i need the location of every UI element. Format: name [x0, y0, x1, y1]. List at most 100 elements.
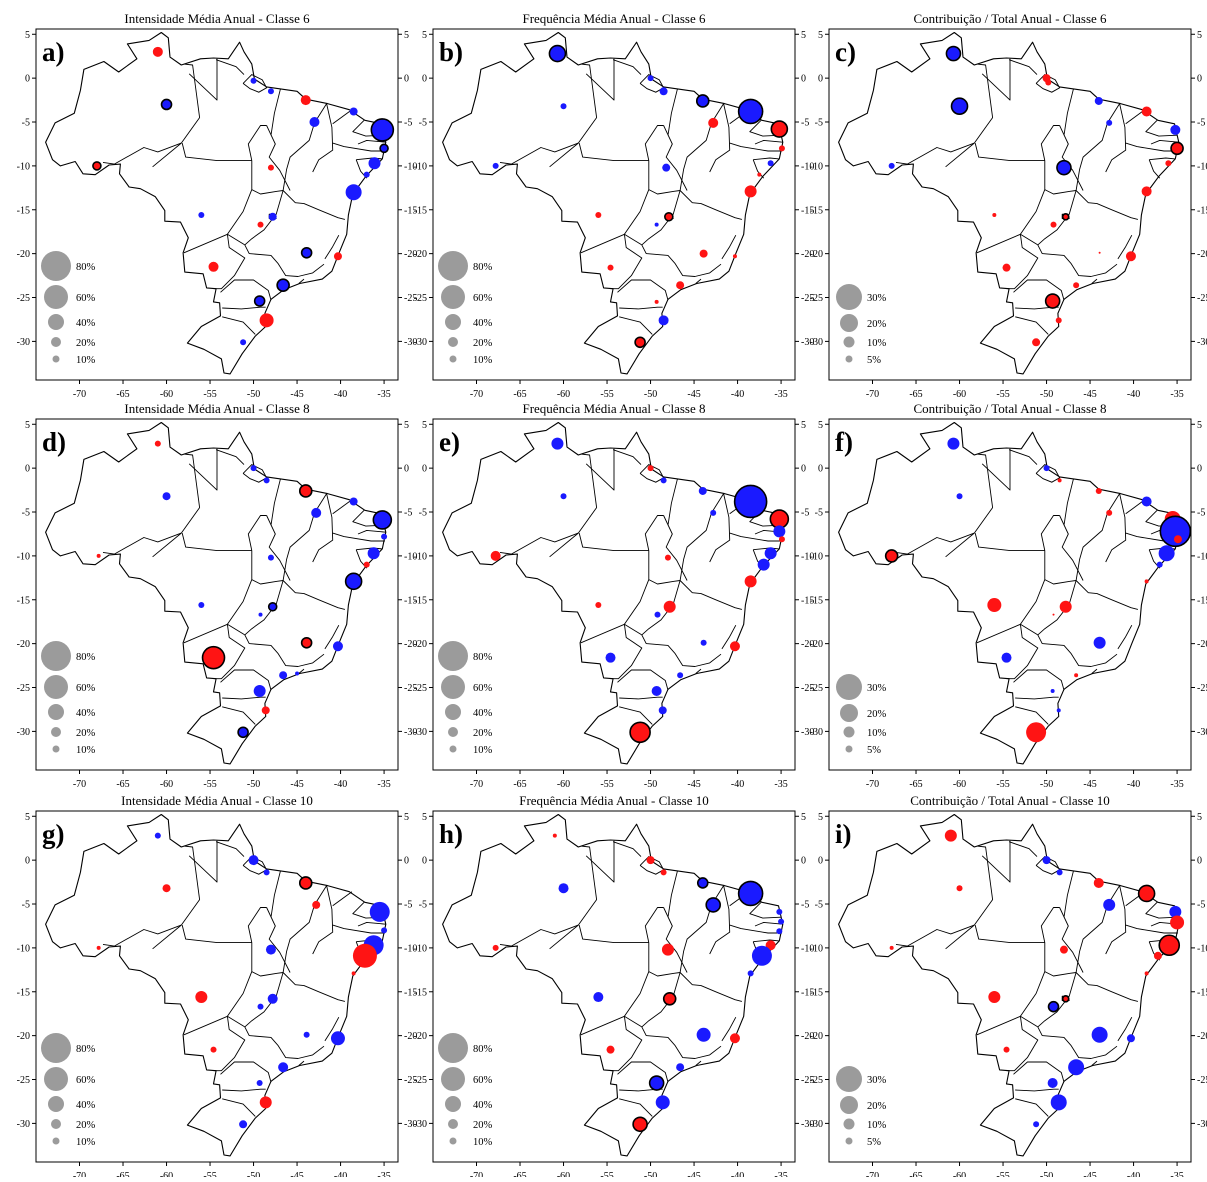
y-tick-label-right: 5 [404, 30, 409, 41]
y-tick-label: -15 [17, 205, 30, 216]
state-border [641, 580, 681, 636]
station-marker-negative [258, 612, 263, 617]
state-border [663, 515, 688, 581]
state-border [1091, 1060, 1098, 1066]
station-marker-negative [776, 928, 783, 935]
state-border [549, 532, 579, 558]
panel-letter: a) [42, 37, 65, 67]
state-border [1063, 88, 1074, 136]
y-tick-label: -30 [810, 727, 823, 738]
y-tick-label: -5 [815, 118, 823, 129]
legend-marker [44, 675, 68, 699]
y-tick-label-right: -25 [1197, 293, 1207, 304]
legend-label: 60% [473, 683, 493, 694]
station-marker-positive [1141, 186, 1152, 197]
x-tick-label: -60 [953, 779, 966, 790]
state-border [183, 1015, 246, 1036]
state-border [1008, 449, 1038, 465]
panel-title: Contribuição / Total Anual - Classe 8 [913, 401, 1106, 416]
brazil-outline [838, 31, 1180, 375]
y-tick-label-right: 5 [1197, 420, 1202, 431]
legend-marker [836, 284, 862, 310]
y-tick-label-right: -30 [404, 727, 417, 738]
station-marker-negative [267, 993, 278, 1004]
state-border [663, 125, 688, 191]
y-tick-label-right: -15 [1197, 595, 1207, 606]
legend-label: 40% [76, 708, 96, 719]
station-marker-negative [1056, 869, 1063, 876]
station-marker-positive [352, 943, 377, 968]
station-marker-positive [1002, 263, 1011, 272]
state-border [282, 580, 346, 610]
y-tick-label: 5 [25, 812, 30, 823]
y-tick-label: -5 [419, 118, 427, 129]
station-marker-positive [1098, 251, 1101, 254]
map-panel: Contribuição / Total Anual - Classe 8 -70… [810, 401, 1207, 790]
station-marker-negative [560, 103, 567, 110]
station-marker-positive [654, 299, 659, 304]
station-marker-negative [239, 1120, 248, 1129]
legend-marker [48, 1096, 64, 1112]
legend-marker [840, 704, 858, 722]
legend-marker [840, 314, 858, 332]
state-border [357, 529, 386, 535]
station-marker-positive [765, 940, 776, 951]
state-border [577, 845, 598, 926]
station-marker-positive [1052, 613, 1055, 616]
panel-letter: h) [439, 819, 463, 849]
state-border [721, 234, 737, 260]
station-marker-positive [490, 550, 501, 561]
state-border [357, 921, 386, 927]
y-tick-label: 5 [422, 30, 427, 41]
state-border [152, 924, 182, 950]
x-tick-label: -65 [116, 389, 129, 400]
state-border [679, 493, 724, 581]
x-tick-label: -45 [290, 389, 303, 400]
y-tick-label: -10 [810, 943, 823, 954]
state-border [312, 493, 334, 563]
station-marker-positive [662, 991, 677, 1006]
y-tick-label: -5 [419, 508, 427, 519]
station-marker-positive [96, 945, 101, 950]
state-border [1145, 119, 1178, 137]
state-border [1091, 278, 1098, 284]
x-tick-label: -60 [953, 1171, 966, 1177]
y-tick-label: -15 [810, 205, 823, 216]
station-marker-negative [1042, 856, 1051, 865]
brazil-outline [838, 813, 1180, 1157]
y-tick-label-right: -25 [404, 1075, 417, 1086]
y-tick-label: 5 [818, 420, 823, 431]
station-marker-negative [263, 869, 270, 876]
state-border [695, 1060, 702, 1066]
legend-label: 20% [867, 709, 887, 720]
station-marker-positive [1144, 971, 1149, 976]
x-tick-label: -50 [644, 1171, 657, 1177]
state-border [215, 59, 245, 75]
station-marker-negative [1141, 496, 1152, 507]
station-marker-positive [259, 1096, 272, 1109]
brazil-outline [838, 421, 1180, 765]
legend-label: 10% [867, 1120, 887, 1131]
state-border [270, 478, 281, 526]
state-border [1117, 1016, 1133, 1042]
station-marker-positive [634, 336, 646, 349]
station-marker-negative [1170, 124, 1181, 135]
y-tick-label-right: -25 [404, 293, 417, 304]
station-marker-negative [1156, 561, 1163, 568]
station-marker-negative [363, 171, 370, 178]
state-border [102, 142, 182, 165]
station-marker-negative [593, 992, 604, 1003]
state-border [610, 971, 650, 1072]
state-border [895, 532, 975, 555]
station-marker-negative [659, 87, 668, 96]
station-marker-negative [267, 88, 274, 95]
station-marker-positive [1032, 338, 1041, 347]
y-tick-label: 0 [25, 856, 30, 867]
station-marker-positive [1141, 106, 1152, 117]
y-tick-label: -15 [810, 987, 823, 998]
state-border [222, 696, 266, 700]
state-border [244, 634, 325, 667]
y-tick-label-right: -5 [404, 900, 412, 911]
y-tick-label: -10 [414, 943, 427, 954]
legend-marker [51, 337, 61, 347]
